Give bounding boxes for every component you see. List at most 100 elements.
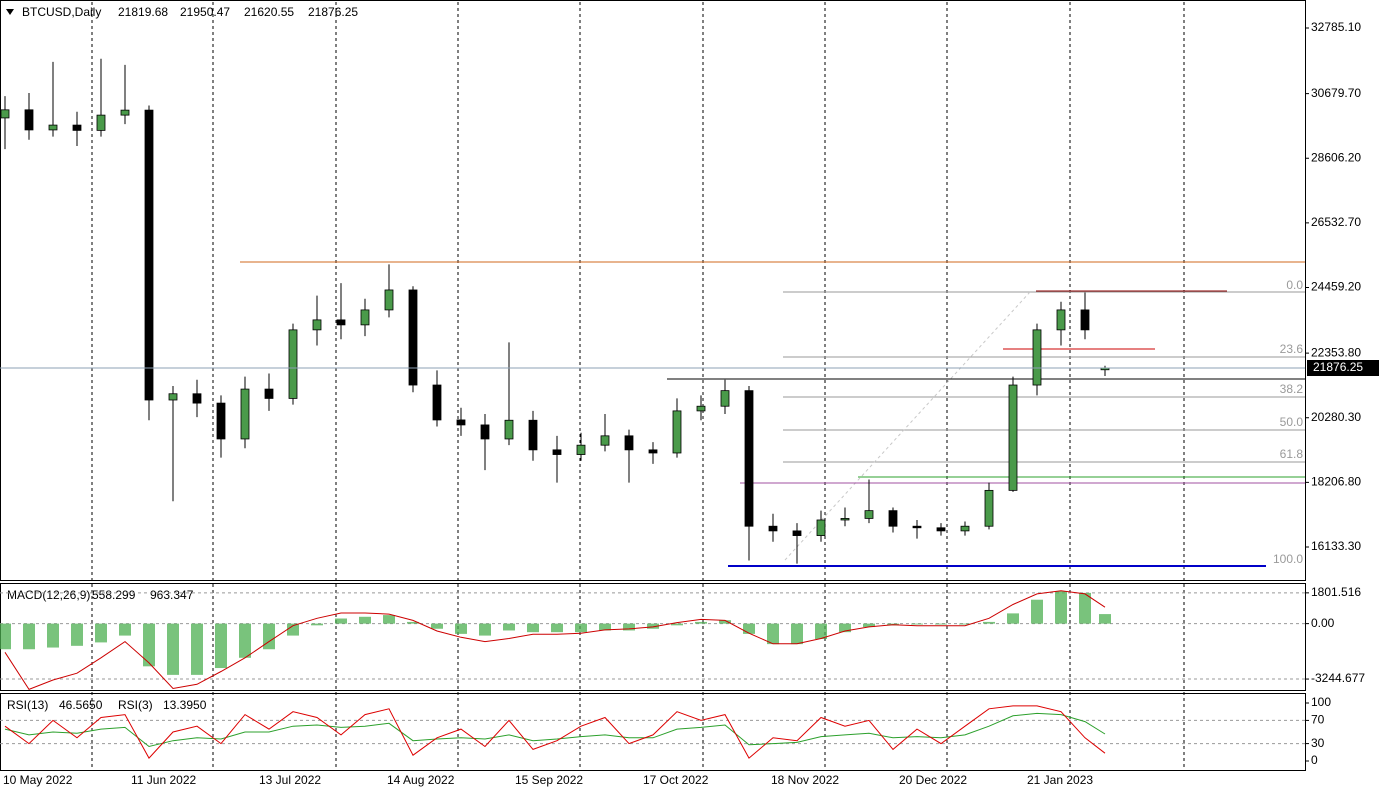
- candle-body: [528, 419, 538, 451]
- x-tick-label: 17 Oct 2022: [643, 773, 709, 787]
- macd-bar: [863, 623, 875, 628]
- candle-body: [936, 527, 946, 532]
- x-tick-label: 10 May 2022: [3, 773, 73, 787]
- fib-level-label: 50.0: [1280, 415, 1304, 429]
- macd-bar: [623, 623, 635, 631]
- fib-level-label: 100.0: [1273, 552, 1303, 566]
- macd-bar: [815, 623, 827, 639]
- candle-body: [816, 519, 826, 536]
- macd-bar: [263, 623, 275, 650]
- macd-bar: [143, 623, 155, 667]
- macd-bar: [23, 623, 35, 650]
- y-tick-label: 32785.10: [1311, 20, 1361, 34]
- x-tick-label: 14 Aug 2022: [387, 773, 455, 787]
- fib-level-label: 61.8: [1280, 447, 1304, 461]
- candle-body: [648, 449, 658, 454]
- candle-body: [1080, 309, 1090, 331]
- rsi13-value: 46.5650: [59, 698, 103, 712]
- x-tick-label: 15 Sep 2022: [515, 773, 583, 787]
- x-tick-label: 21 Jan 2023: [1027, 773, 1093, 787]
- candle-body: [504, 419, 514, 440]
- y-tick-label: 22353.80: [1311, 345, 1361, 359]
- header-close: 21876.25: [308, 5, 358, 19]
- macd-bar: [1007, 613, 1019, 624]
- vertical-separators: [91, 2, 1185, 770]
- x-tick-label: 20 Dec 2022: [899, 773, 967, 787]
- symbol-title: BTCUSD,Daily: [22, 5, 101, 19]
- y-tick-label: -3244.677: [1311, 671, 1365, 685]
- macd-bar: [1055, 591, 1067, 624]
- macd-bar: [191, 623, 203, 675]
- candle-body: [144, 109, 154, 401]
- y-tick-label: 28606.20: [1311, 150, 1361, 164]
- macd-bar: [527, 623, 539, 633]
- header-high: 21950.47: [180, 5, 230, 19]
- candle-body: [1032, 329, 1042, 386]
- candle-body: [720, 390, 730, 407]
- rsi-line: [4, 705, 1106, 759]
- fib-level-label: 0.0: [1286, 278, 1303, 292]
- macd-bar: [695, 621, 707, 624]
- fib-level-label: 38.2: [1280, 382, 1304, 396]
- candle-body: [0, 109, 10, 119]
- price-label-box: [1307, 360, 1379, 377]
- candle-body: [672, 410, 682, 454]
- macd-value: 558.299: [92, 588, 136, 602]
- macd-bar: [431, 623, 443, 629]
- rsi13-name: RSI(13): [7, 698, 48, 712]
- macd-bar: [383, 615, 395, 624]
- macd-bar: [311, 623, 323, 626]
- candle-body: [216, 402, 226, 440]
- x-tick-label: 13 Jul 2022: [259, 773, 321, 787]
- macd-bar: [599, 623, 611, 631]
- candle-body: [264, 388, 274, 399]
- macd-bar: [1079, 592, 1091, 624]
- price-label: 21876.25: [1313, 360, 1363, 374]
- macd-bar: [95, 623, 107, 643]
- candle-body: [624, 435, 634, 451]
- y-tick-label: 30: [1311, 736, 1325, 750]
- rsi3-value: 13.3950: [163, 698, 207, 712]
- macd-bar: [359, 616, 371, 624]
- macd-bar: [575, 623, 587, 633]
- candle-body: [432, 384, 442, 421]
- macd-bar: [167, 623, 179, 675]
- x-tick-label: 11 Jun 2022: [131, 773, 196, 787]
- signal-value: 963.347: [150, 588, 194, 602]
- macd-bar: [215, 623, 227, 669]
- macd-bar: [1099, 614, 1111, 624]
- candle-body: [576, 444, 586, 455]
- macd-bar: [983, 621, 995, 624]
- candle-body: [960, 525, 970, 532]
- rsi3-name: RSI(3): [118, 698, 153, 712]
- macd-bar: [719, 620, 731, 624]
- macd-bar: [47, 623, 59, 648]
- macd-bar: [839, 623, 851, 633]
- candle-body: [312, 319, 322, 331]
- candle-body: [1056, 309, 1066, 331]
- y-tick-label: 24459.20: [1311, 280, 1361, 294]
- candle-body: [888, 510, 898, 527]
- macd-bar: [479, 623, 491, 636]
- macd-bar: [239, 623, 251, 658]
- dropdown-icon: [6, 9, 14, 15]
- candle-body: [240, 388, 250, 440]
- y-tick-label: 1801.516: [1311, 585, 1361, 599]
- candle-body: [384, 289, 394, 311]
- candle-body: [480, 424, 490, 440]
- x-tick-label: 18 Nov 2022: [771, 773, 839, 787]
- candle-body: [792, 530, 802, 536]
- macd-bar: [959, 623, 971, 625]
- candle-body: [288, 329, 298, 399]
- candle-body: [96, 114, 106, 131]
- candle-body: [168, 393, 178, 401]
- candle-body: [48, 124, 58, 131]
- drawing-objects: [240, 261, 1305, 567]
- macd-bar: [935, 623, 947, 625]
- y-tick-label: 30679.70: [1311, 86, 1361, 100]
- macd-title: MACD(12,26,9): [7, 588, 90, 602]
- header-low: 21620.55: [244, 5, 294, 19]
- macd-bar: [335, 618, 347, 624]
- candle-body: [456, 419, 466, 426]
